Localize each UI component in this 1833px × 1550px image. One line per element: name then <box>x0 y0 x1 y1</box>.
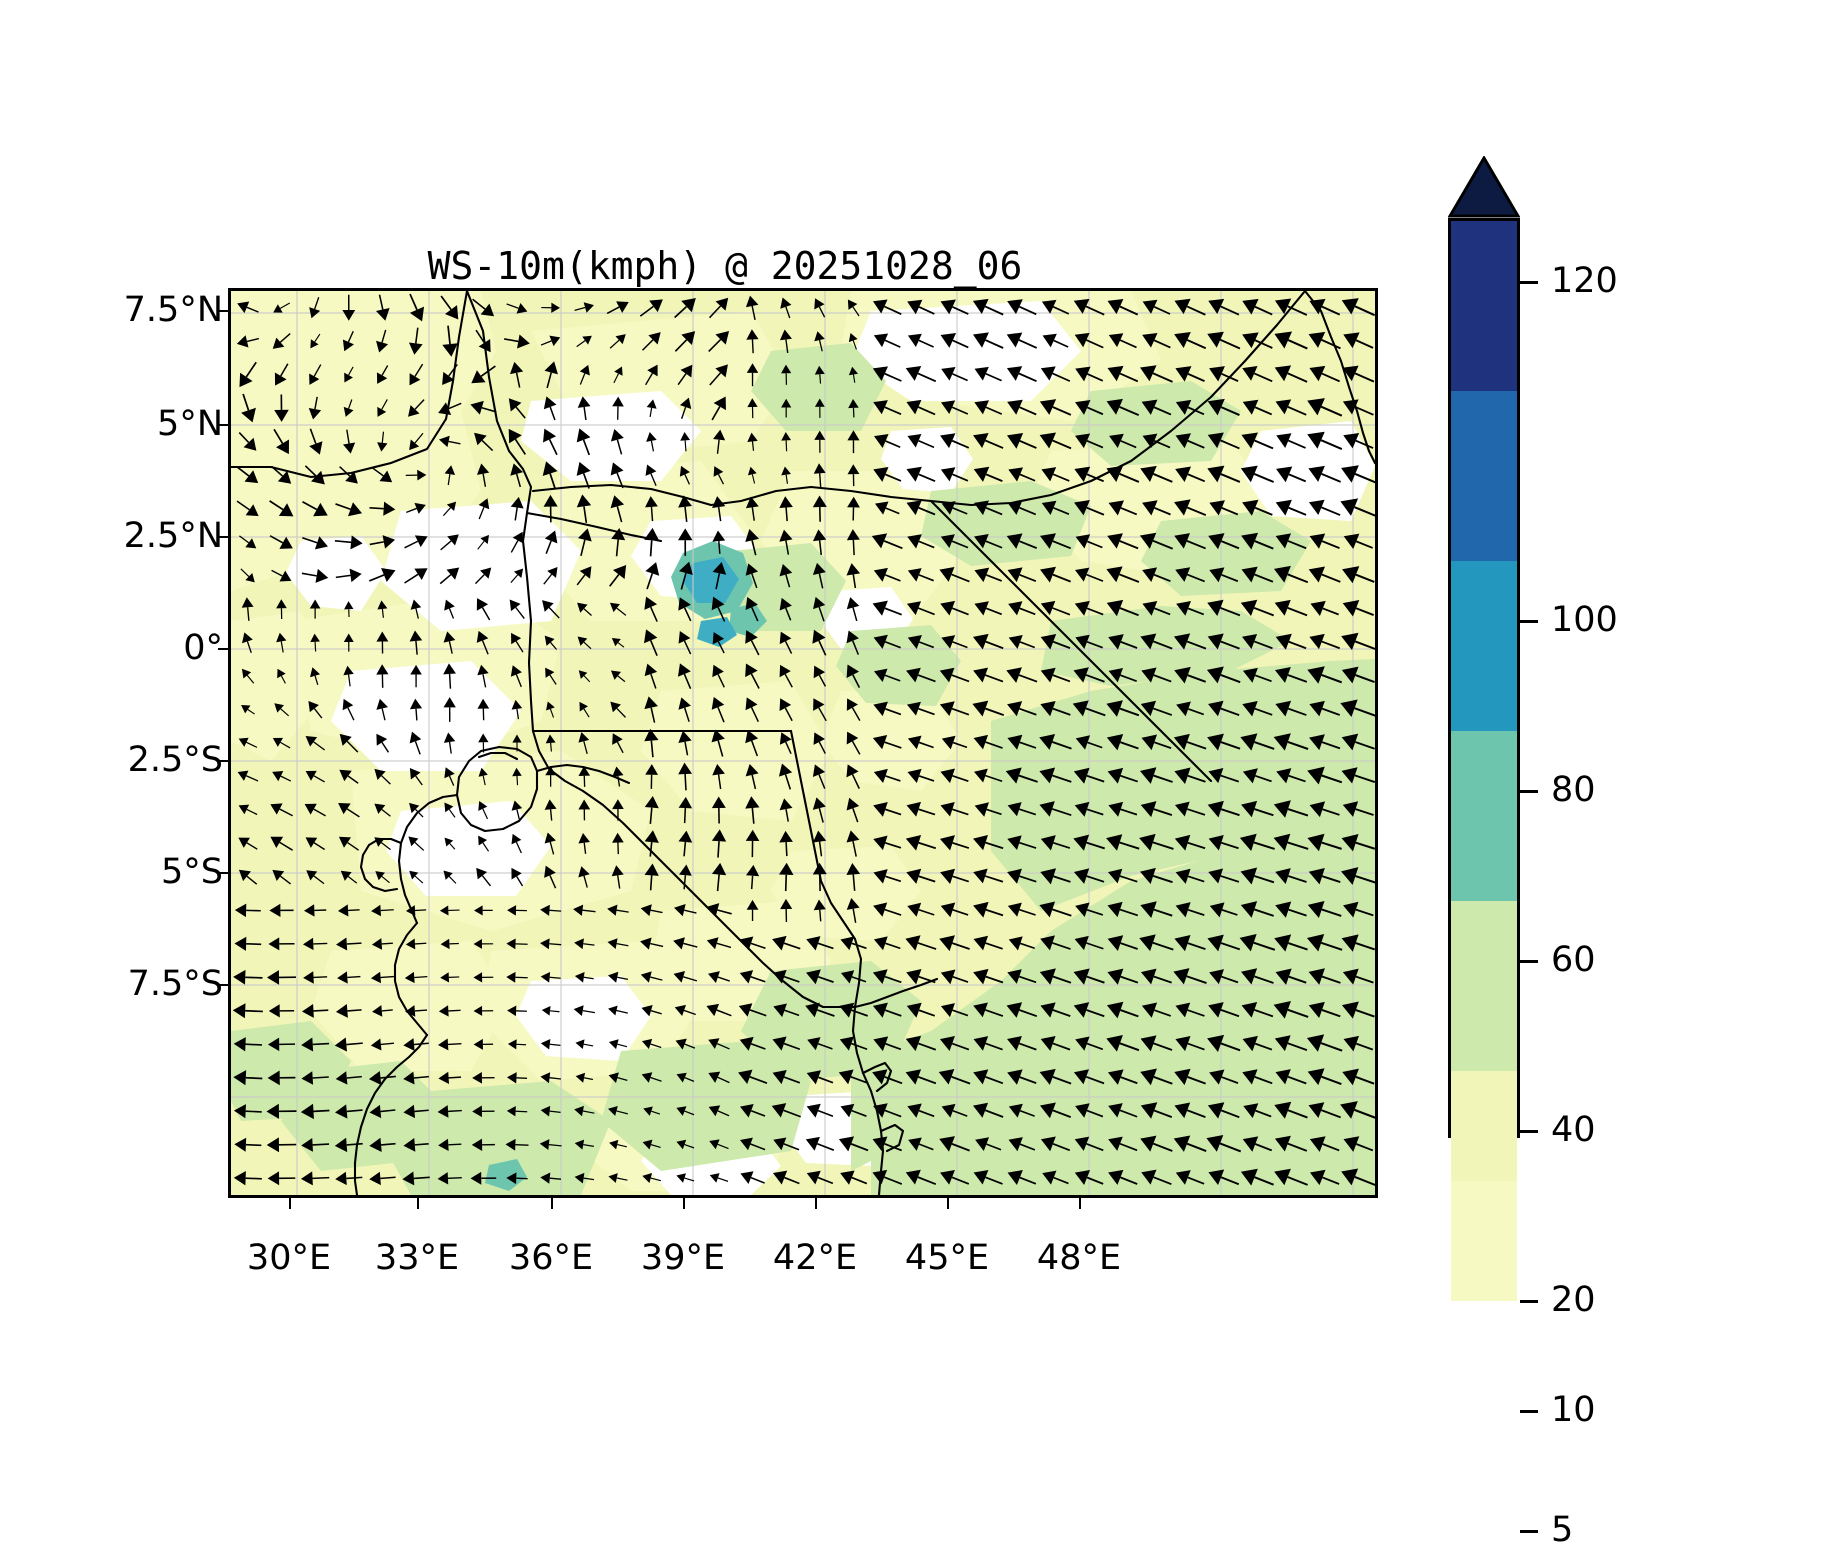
cbar-seg-10-20 <box>1451 1071 1517 1181</box>
cbar-seg-100-120 <box>1451 221 1517 391</box>
cbar-tick-mark <box>1520 1530 1538 1533</box>
cbar-tick-label-5: 5 <box>1551 1510 1573 1550</box>
cbar-tick-label-40: 40 <box>1551 1110 1596 1150</box>
cbar-tick-mark <box>1520 281 1538 284</box>
cbar-tick-label-60: 60 <box>1551 940 1596 980</box>
figure-canvas: WS-10m(kmph) @ 20251028_06 Simulation Ti… <box>0 0 1833 1500</box>
xtick-label-30E: 30°E <box>247 1238 331 1278</box>
xtick-mark <box>551 1198 553 1209</box>
cbar-tick-mark <box>1520 1410 1538 1413</box>
map-contour-layer: {} <box>231 291 1375 1195</box>
colorbar-gradient <box>1448 218 1520 1138</box>
ytick-label-7_5N: 7.5°N <box>124 290 223 330</box>
cbar-tick-mark <box>1520 620 1538 623</box>
xtick-mark <box>289 1198 291 1209</box>
cbar-tick-label-20: 20 <box>1551 1280 1596 1320</box>
cbar-tick-mark <box>1520 960 1538 963</box>
ytick-label-2_5S: 2.5°S <box>128 740 223 780</box>
ytick-label-5S: 5°S <box>161 852 223 892</box>
title-line-1: WS-10m(kmph) @ 20251028_06 <box>225 240 1225 292</box>
ytick-label-5N: 5°N <box>157 404 223 444</box>
colorbar-extend-arrow <box>1448 156 1520 218</box>
cbar-tick-label-80: 80 <box>1551 770 1596 810</box>
xtick-mark <box>683 1198 685 1209</box>
cbar-seg-60-80 <box>1451 561 1517 731</box>
xtick-label-42E: 42°E <box>773 1238 857 1278</box>
xtick-mark <box>417 1198 419 1209</box>
cbar-tick-label-10: 10 <box>1551 1390 1596 1430</box>
xtick-label-45E: 45°E <box>905 1238 989 1278</box>
cbar-seg-40-60 <box>1451 731 1517 901</box>
cbar-seg-20-40 <box>1451 901 1517 1071</box>
xtick-label-36E: 36°E <box>509 1238 593 1278</box>
colorbar[interactable] <box>1448 218 1520 1138</box>
cbar-tick-mark <box>1520 1130 1538 1133</box>
cbar-tick-mark <box>1520 790 1538 793</box>
cbar-seg-5-10 <box>1451 1181 1517 1301</box>
xtick-mark <box>1079 1198 1081 1209</box>
cbar-tick-label-100: 100 <box>1551 600 1618 640</box>
ytick-label-2_5N: 2.5°N <box>124 516 223 556</box>
xtick-mark <box>815 1198 817 1209</box>
xtick-mark <box>947 1198 949 1209</box>
ytick-label-7_5S: 7.5°S <box>128 964 223 1004</box>
xtick-label-39E: 39°E <box>641 1238 725 1278</box>
xtick-label-48E: 48°E <box>1037 1238 1121 1278</box>
cbar-seg-80-100 <box>1451 391 1517 561</box>
windspeed-map-svg: {} <box>231 291 1375 1195</box>
ytick-label-0: 0° <box>183 628 223 668</box>
cbar-tick-mark <box>1520 1300 1538 1303</box>
xtick-label-33E: 33°E <box>375 1238 459 1278</box>
map-plot-area[interactable]: {} <box>228 288 1378 1198</box>
cbar-tick-label-120: 120 <box>1551 261 1618 301</box>
